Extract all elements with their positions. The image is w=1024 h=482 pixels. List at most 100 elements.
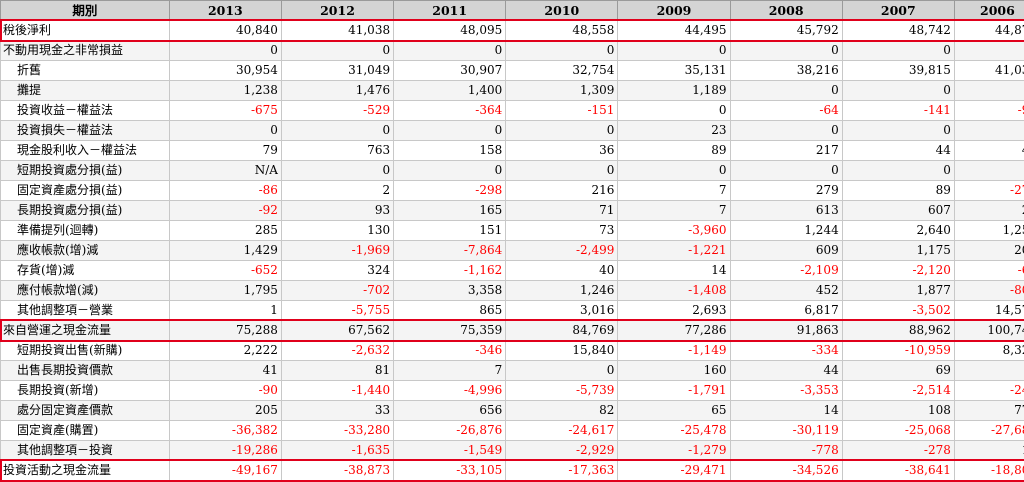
value-cell: -30,119 — [729, 420, 843, 441]
value-cell: 44,878 — [953, 20, 1024, 41]
year-header: 2012 — [280, 0, 395, 21]
value-cell: 35,131 — [617, 60, 731, 81]
table-row: 處分固定資產價款20533656826514108779 — [0, 400, 1024, 421]
value-cell: 81 — [280, 360, 395, 381]
value-cell: 0 — [953, 80, 1024, 101]
value-cell: -33,105 — [393, 460, 507, 481]
value-cell: 158 — [393, 140, 507, 161]
value-cell: 0 — [953, 120, 1024, 141]
value-cell: 7 — [617, 200, 731, 221]
value-cell: 21 — [953, 200, 1024, 221]
value-cell: 0 — [505, 40, 619, 61]
value-cell: 1,238 — [168, 80, 282, 101]
value-cell: 0 — [280, 120, 395, 141]
value-cell: 1,175 — [841, 240, 955, 261]
value-cell: -2,499 — [505, 240, 619, 261]
value-cell: -26,876 — [393, 420, 507, 441]
value-cell: 1,246 — [505, 280, 619, 301]
row-label: 稅後淨利 — [0, 20, 170, 41]
value-cell: -270 — [953, 180, 1024, 201]
value-cell: 160 — [617, 360, 731, 381]
value-cell: 0 — [841, 120, 955, 141]
value-cell: -4,996 — [393, 380, 507, 401]
row-label: 投資活動之現金流量 — [0, 460, 170, 481]
table-row: 現金股利收入－權益法7976315836892174442 — [0, 140, 1024, 161]
value-cell: 607 — [841, 200, 955, 221]
row-label: 其他調整項－營業 — [0, 300, 170, 321]
value-cell: -64 — [729, 100, 843, 121]
row-label: 投資收益－權益法 — [0, 100, 170, 121]
value-cell: 67,562 — [280, 320, 395, 341]
value-cell: 6,817 — [729, 300, 843, 321]
value-cell: -24,617 — [505, 420, 619, 441]
value-cell: 1,189 — [617, 80, 731, 101]
value-cell: 0 — [393, 160, 507, 181]
value-cell: 75,288 — [168, 320, 282, 341]
value-cell: -1,549 — [393, 440, 507, 461]
value-cell: 205 — [168, 400, 282, 421]
value-cell: -17,363 — [505, 460, 619, 481]
value-cell: -49,167 — [168, 460, 282, 481]
row-label: 準備提列(迴轉) — [0, 220, 170, 241]
value-cell: -3,353 — [729, 380, 843, 401]
value-cell: 42 — [953, 140, 1024, 161]
value-cell: -27,680 — [953, 420, 1024, 441]
value-cell: 2 — [280, 180, 395, 201]
value-cell: 48,558 — [505, 20, 619, 41]
row-label: 投資損失－權益法 — [0, 120, 170, 141]
value-cell: 165 — [393, 200, 507, 221]
value-cell: 0 — [505, 360, 619, 381]
value-cell: 1 — [168, 300, 282, 321]
value-cell: 19 — [953, 440, 1024, 461]
value-cell: 0 — [505, 160, 619, 181]
year-header: 2013 — [168, 0, 282, 21]
year-header: 2011 — [393, 0, 507, 21]
value-cell: -675 — [168, 100, 282, 121]
period-header: 期別 — [0, 0, 170, 21]
value-cell: -652 — [168, 260, 282, 281]
value-cell: 0 — [729, 160, 843, 181]
value-cell: -3,960 — [617, 220, 731, 241]
value-cell: -2,929 — [505, 440, 619, 461]
value-cell: 151 — [393, 220, 507, 241]
value-cell: 1,244 — [729, 220, 843, 241]
value-cell: 41,038 — [280, 20, 395, 41]
table-row: 短期投資處分損(益)N/A0000000 — [0, 160, 1024, 181]
table-row: 投資損失－權益法000023000 — [0, 120, 1024, 141]
table-row: 來自營運之現金流量 75,288 67,562 75,359 84,769 77,286 9… — [0, 320, 1024, 341]
value-cell: 1,400 — [393, 80, 507, 101]
value-cell: 656 — [393, 400, 507, 421]
value-cell: -1,440 — [280, 380, 395, 401]
value-cell: -805 — [953, 280, 1024, 301]
value-cell: -19,286 — [168, 440, 282, 461]
value-cell: 7 — [617, 180, 731, 201]
value-cell: -364 — [393, 100, 507, 121]
value-cell: 8,325 — [953, 340, 1024, 361]
value-cell: 89 — [841, 180, 955, 201]
value-cell: 324 — [280, 260, 395, 281]
value-cell: 71 — [505, 200, 619, 221]
value-cell: 865 — [393, 300, 507, 321]
value-cell: -2,632 — [280, 340, 395, 361]
value-cell: 779 — [953, 400, 1024, 421]
year-header: 2008 — [729, 0, 843, 21]
value-cell: 285 — [168, 220, 282, 241]
value-cell: 89 — [617, 140, 731, 161]
value-cell: 0 — [953, 160, 1024, 181]
value-cell: 14 — [617, 260, 731, 281]
value-cell: 65 — [617, 400, 731, 421]
value-cell: -36,382 — [168, 420, 282, 441]
value-cell: 1,255 — [953, 220, 1024, 241]
value-cell: 0 — [280, 160, 395, 181]
row-label: 攤提 — [0, 80, 170, 101]
value-cell: 30,954 — [168, 60, 282, 81]
value-cell: -62 — [953, 260, 1024, 281]
value-cell: 69 — [841, 360, 955, 381]
value-cell: 30,907 — [393, 60, 507, 81]
value-cell: -2,514 — [841, 380, 955, 401]
value-cell: -298 — [393, 180, 507, 201]
value-cell: 0 — [393, 40, 507, 61]
